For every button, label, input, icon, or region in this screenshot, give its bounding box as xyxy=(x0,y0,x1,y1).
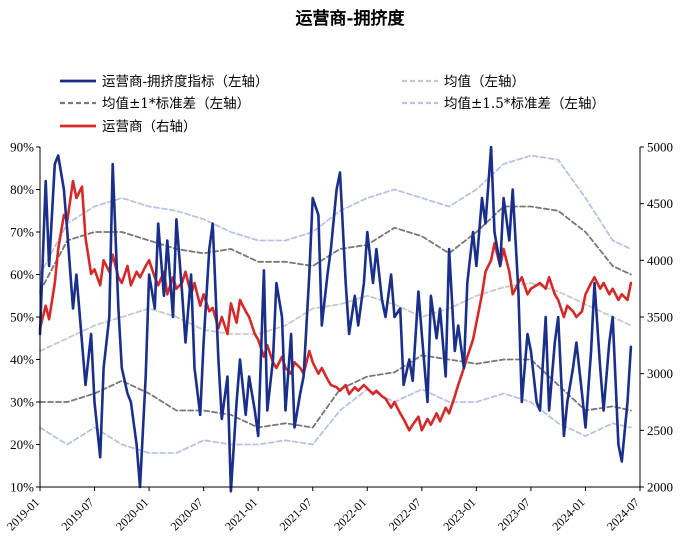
x-tick-label: 2023-01 xyxy=(440,495,478,533)
x-tick-label: 2024-07 xyxy=(604,495,642,533)
left-tick-label: 40% xyxy=(10,352,34,367)
legend-label-0: 运营商-拥挤度指标（左轴） xyxy=(102,74,269,90)
series-layer xyxy=(38,145,633,493)
x-tick-label: 2019-01 xyxy=(4,495,42,533)
legend-label-1: 均值（左轴） xyxy=(444,74,525,90)
x-tick-label: 2022-07 xyxy=(386,495,424,533)
left-tick-label: 10% xyxy=(10,480,34,495)
x-tick-label: 2022-01 xyxy=(331,495,369,533)
x-tick-label: 2021-01 xyxy=(222,495,260,533)
legend-label-2: 均值±1*标准差（左轴） xyxy=(102,96,250,112)
left-tick-label: 20% xyxy=(10,437,34,452)
series-line-4 xyxy=(39,154,632,276)
right-tick-label: 4000 xyxy=(647,253,673,268)
left-tick-label: 70% xyxy=(10,225,34,240)
chart-title: 运营商-拥挤度 xyxy=(295,8,405,29)
x-tick-label: 2019-07 xyxy=(58,495,96,533)
right-tick-label: 3500 xyxy=(647,310,673,325)
legend-label-3: 均值±1.5*标准差（左轴） xyxy=(444,96,605,112)
x-tick-label: 2021-07 xyxy=(277,495,315,533)
x-tick-label: 2020-01 xyxy=(113,495,151,533)
right-tick-label: 3000 xyxy=(647,366,673,381)
legend: 运营商-拥挤度指标（左轴） 均值（左轴） 均值±1*标准差（左轴） 均值±1.5*标准… xyxy=(60,74,605,135)
series-line-0 xyxy=(38,145,633,493)
legend-label-4: 运营商（右轴） xyxy=(102,119,197,135)
x-tick-label: 2023-07 xyxy=(495,495,533,533)
left-tick-label: 90% xyxy=(10,140,34,155)
series-line-6 xyxy=(38,179,633,432)
left-tick-label: 80% xyxy=(10,182,34,197)
right-tick-label: 2500 xyxy=(647,423,673,438)
plot-area: 10% 20% 30% 40% 50% 60% 70% 80% 90% 2000 2500 3000 3… xyxy=(4,140,673,534)
x-tick-label: 2024-01 xyxy=(549,495,587,533)
x-tick-label: 2020-07 xyxy=(168,495,206,533)
series-line-1 xyxy=(39,282,632,352)
series-line-2 xyxy=(39,205,632,293)
left-tick-label: 50% xyxy=(10,310,34,325)
left-tick-label: 30% xyxy=(10,395,34,410)
right-tick-label: 4500 xyxy=(647,196,673,211)
axes-layer: 10% 20% 30% 40% 50% 60% 70% 80% 90% 2000 2500 3000 3… xyxy=(4,140,673,534)
right-tick-label: 2000 xyxy=(647,480,673,495)
left-tick-label: 60% xyxy=(10,267,34,282)
right-tick-label: 5000 xyxy=(647,140,673,155)
